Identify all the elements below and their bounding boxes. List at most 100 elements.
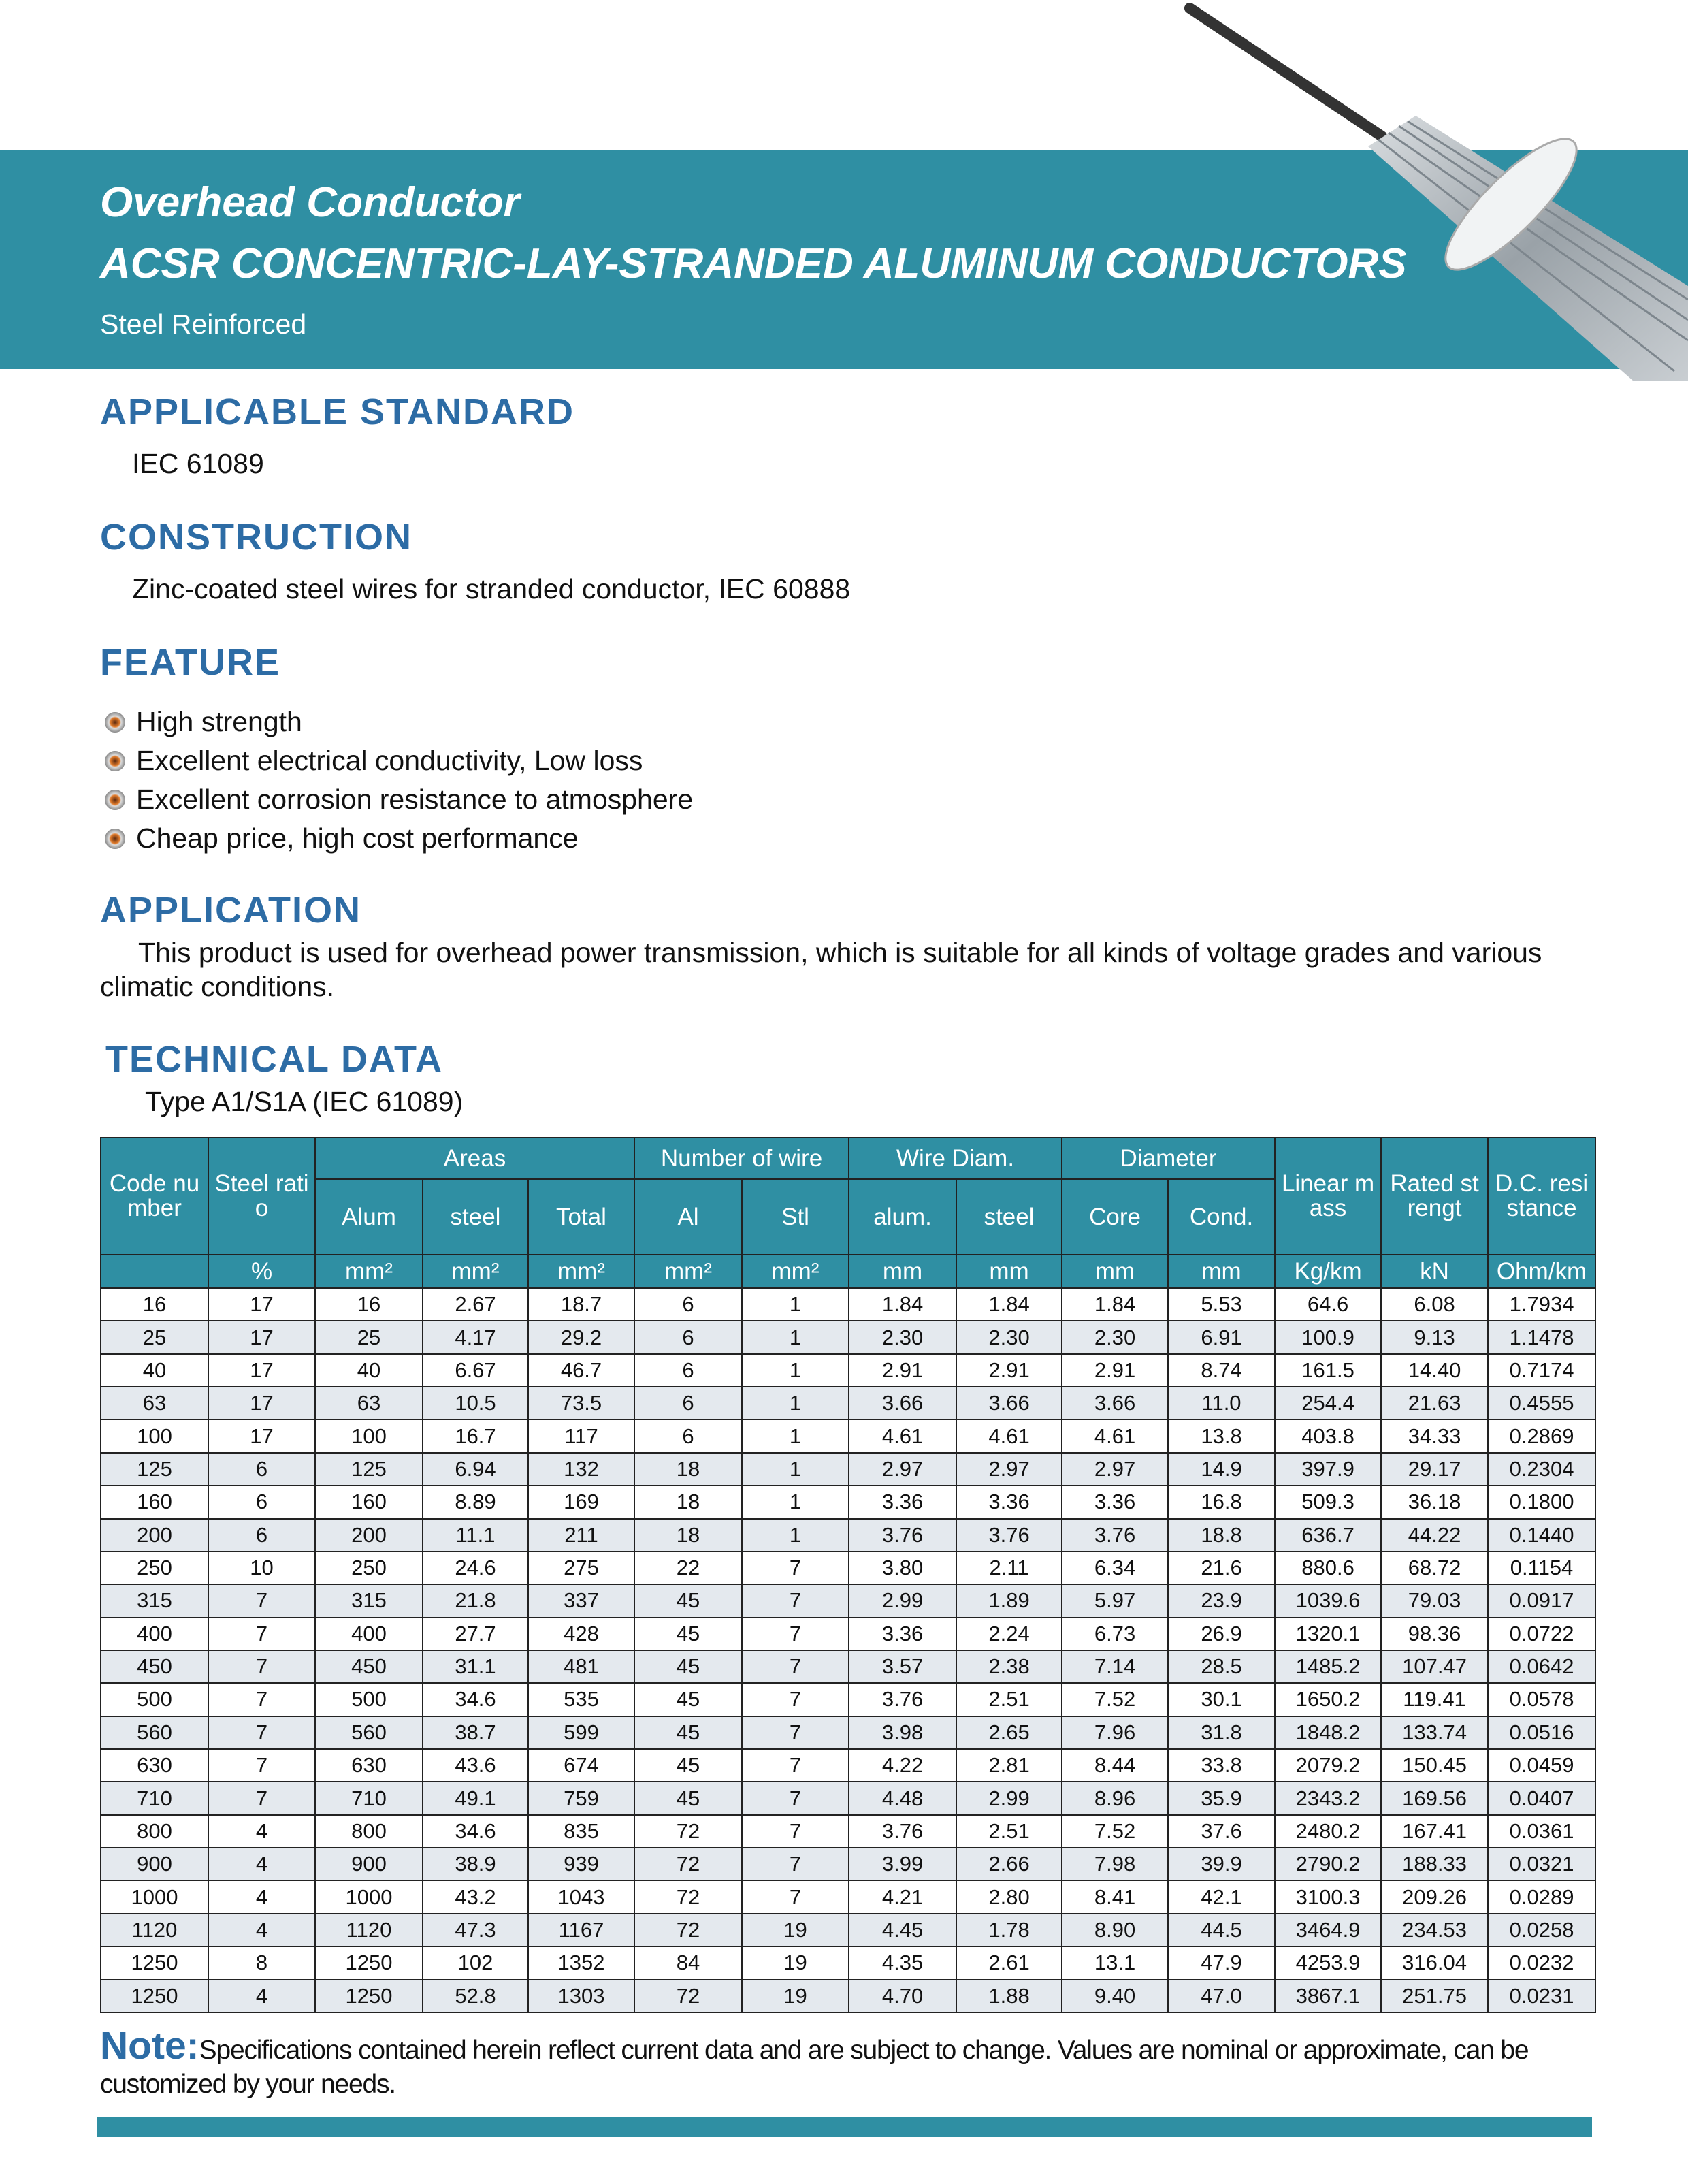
data-cell: 107.47 — [1380, 1649, 1489, 1684]
feature-item: Excellent electrical conductivity, Low l… — [103, 745, 643, 777]
data-cell: 1.84 — [956, 1287, 1063, 1322]
data-cell: 2.51 — [956, 1814, 1063, 1849]
data-cell: 3.98 — [848, 1715, 958, 1750]
data-cell: 33.8 — [1167, 1748, 1276, 1783]
data-cell: 37.6 — [1167, 1814, 1276, 1849]
data-cell: 8.89 — [422, 1485, 529, 1520]
data-cell: 630 — [100, 1748, 209, 1783]
data-cell: 7 — [208, 1715, 316, 1750]
data-cell: 169 — [527, 1485, 636, 1520]
data-cell: 16.7 — [422, 1419, 529, 1454]
data-row: 450 7 450 31.1 481 45 7 3.57 2.38 7.14 28.5 1485.2 1… — [100, 1649, 1597, 1684]
data-cell: 3.76 — [848, 1682, 958, 1717]
data-cell: 44.22 — [1380, 1517, 1489, 1552]
data-cell: 63 — [314, 1386, 423, 1421]
data-cell: 3.99 — [848, 1847, 958, 1882]
data-cell: 8.74 — [1167, 1353, 1276, 1388]
data-cell: 1 — [741, 1353, 850, 1388]
group-header: Areas — [314, 1137, 636, 1180]
data-cell: 4.45 — [848, 1912, 958, 1948]
data-row: 1250 4 1250 52.8 1303 72 19 4.70 1.88 9.40 47.0 386… — [100, 1978, 1597, 2013]
data-cell: 900 — [314, 1847, 423, 1882]
data-cell: 4 — [208, 1912, 316, 1948]
data-cell: 13.1 — [1061, 1946, 1169, 1980]
data-cell: 1000 — [314, 1880, 423, 1914]
data-cell: 337 — [527, 1584, 636, 1618]
data-cell: 63 — [100, 1386, 209, 1421]
data-row: 1000 4 1000 43.2 1043 72 7 4.21 2.80 8.41 42.1 3100… — [100, 1880, 1597, 1914]
data-cell: 209.26 — [1380, 1880, 1489, 1914]
data-cell: 3.36 — [956, 1485, 1063, 1520]
data-cell: 0.0642 — [1487, 1649, 1597, 1684]
data-cell: 500 — [100, 1682, 209, 1717]
data-cell: 2.99 — [956, 1781, 1063, 1816]
data-cell: 509.3 — [1274, 1485, 1382, 1520]
data-cell: 45 — [634, 1616, 743, 1651]
data-cell: 315 — [100, 1584, 209, 1618]
bullet-icon — [105, 750, 125, 771]
data-cell: 1.84 — [848, 1287, 958, 1322]
group-header: Number of wire — [634, 1137, 850, 1180]
header-title: Overhead Conductor — [100, 179, 520, 226]
data-cell: 1250 — [314, 1946, 423, 1980]
data-cell: 21.8 — [422, 1584, 529, 1618]
data-cell: 2.30 — [1061, 1320, 1169, 1355]
data-row: 560 7 560 38.7 599 45 7 3.98 2.65 7.96 31.8 1848.2 1… — [100, 1715, 1597, 1750]
data-cell: 535 — [527, 1682, 636, 1717]
data-cell: 0.2869 — [1487, 1419, 1597, 1454]
data-cell: 3.66 — [848, 1386, 958, 1421]
data-cell: 3.36 — [848, 1485, 958, 1520]
data-cell: 45 — [634, 1781, 743, 1816]
data-cell: 79.03 — [1380, 1584, 1489, 1618]
data-cell: 72 — [634, 1847, 743, 1882]
data-cell: 0.0407 — [1487, 1781, 1597, 1816]
data-cell: 0.2304 — [1487, 1451, 1597, 1487]
column-header: D.C. resistance — [1487, 1137, 1597, 1255]
data-cell: 26.9 — [1167, 1616, 1276, 1651]
data-cell: 52.8 — [422, 1978, 529, 2013]
data-cell: 0.1800 — [1487, 1485, 1597, 1520]
data-cell: 3.36 — [1061, 1485, 1169, 1520]
data-cell: 0.7174 — [1487, 1353, 1597, 1388]
data-cell: 72 — [634, 1814, 743, 1849]
data-cell: 40 — [100, 1353, 209, 1388]
column-header: Rated strengt — [1380, 1137, 1489, 1255]
data-row: 100 17 100 16.7 117 6 1 4.61 4.61 4.61 13.8 403.8 34… — [100, 1419, 1597, 1454]
data-cell: 3.76 — [1061, 1517, 1169, 1552]
data-cell: 11.0 — [1167, 1386, 1276, 1421]
data-cell: 2.97 — [1061, 1451, 1169, 1487]
feature-item: Cheap price, high cost performance — [103, 822, 579, 854]
data-cell: 1 — [741, 1517, 850, 1552]
data-cell: 2.24 — [956, 1616, 1063, 1651]
section-heading: APPLICABLE STANDARD — [100, 391, 574, 432]
data-cell: 47.0 — [1167, 1978, 1276, 2013]
data-cell: 133.74 — [1380, 1715, 1489, 1750]
data-cell: 3.76 — [956, 1517, 1063, 1552]
data-cell: 710 — [314, 1781, 423, 1816]
data-cell: 2.67 — [422, 1287, 529, 1322]
data-cell: 7 — [741, 1550, 850, 1586]
data-cell: 98.36 — [1380, 1616, 1489, 1651]
data-cell: 1.78 — [956, 1912, 1063, 1948]
column-header: Stl — [741, 1178, 850, 1255]
data-cell: 2.99 — [848, 1584, 958, 1618]
data-cell: 19 — [741, 1912, 850, 1948]
data-cell: 10 — [208, 1550, 316, 1586]
data-cell: 8.41 — [1061, 1880, 1169, 1914]
feature-text: Excellent corrosion resistance to atmosp… — [136, 784, 694, 815]
data-cell: 674 — [527, 1748, 636, 1783]
data-cell: 1650.2 — [1274, 1682, 1382, 1717]
data-cell: 2.91 — [956, 1353, 1063, 1388]
data-cell: 6 — [208, 1517, 316, 1552]
data-cell: 6 — [208, 1451, 316, 1487]
data-cell: 100 — [100, 1419, 209, 1454]
data-cell: 250 — [100, 1550, 209, 1586]
data-cell: 68.72 — [1380, 1550, 1489, 1586]
header-banner — [0, 150, 1688, 369]
data-row: 400 7 400 27.7 428 45 7 3.36 2.24 6.73 26.9 1320.1 9… — [100, 1616, 1597, 1651]
data-cell: 0.0258 — [1487, 1912, 1597, 1948]
data-cell: 630 — [314, 1748, 423, 1783]
bullet-icon — [105, 711, 125, 733]
data-cell: 150.45 — [1380, 1748, 1489, 1783]
data-cell: 1250 — [100, 1946, 209, 1980]
